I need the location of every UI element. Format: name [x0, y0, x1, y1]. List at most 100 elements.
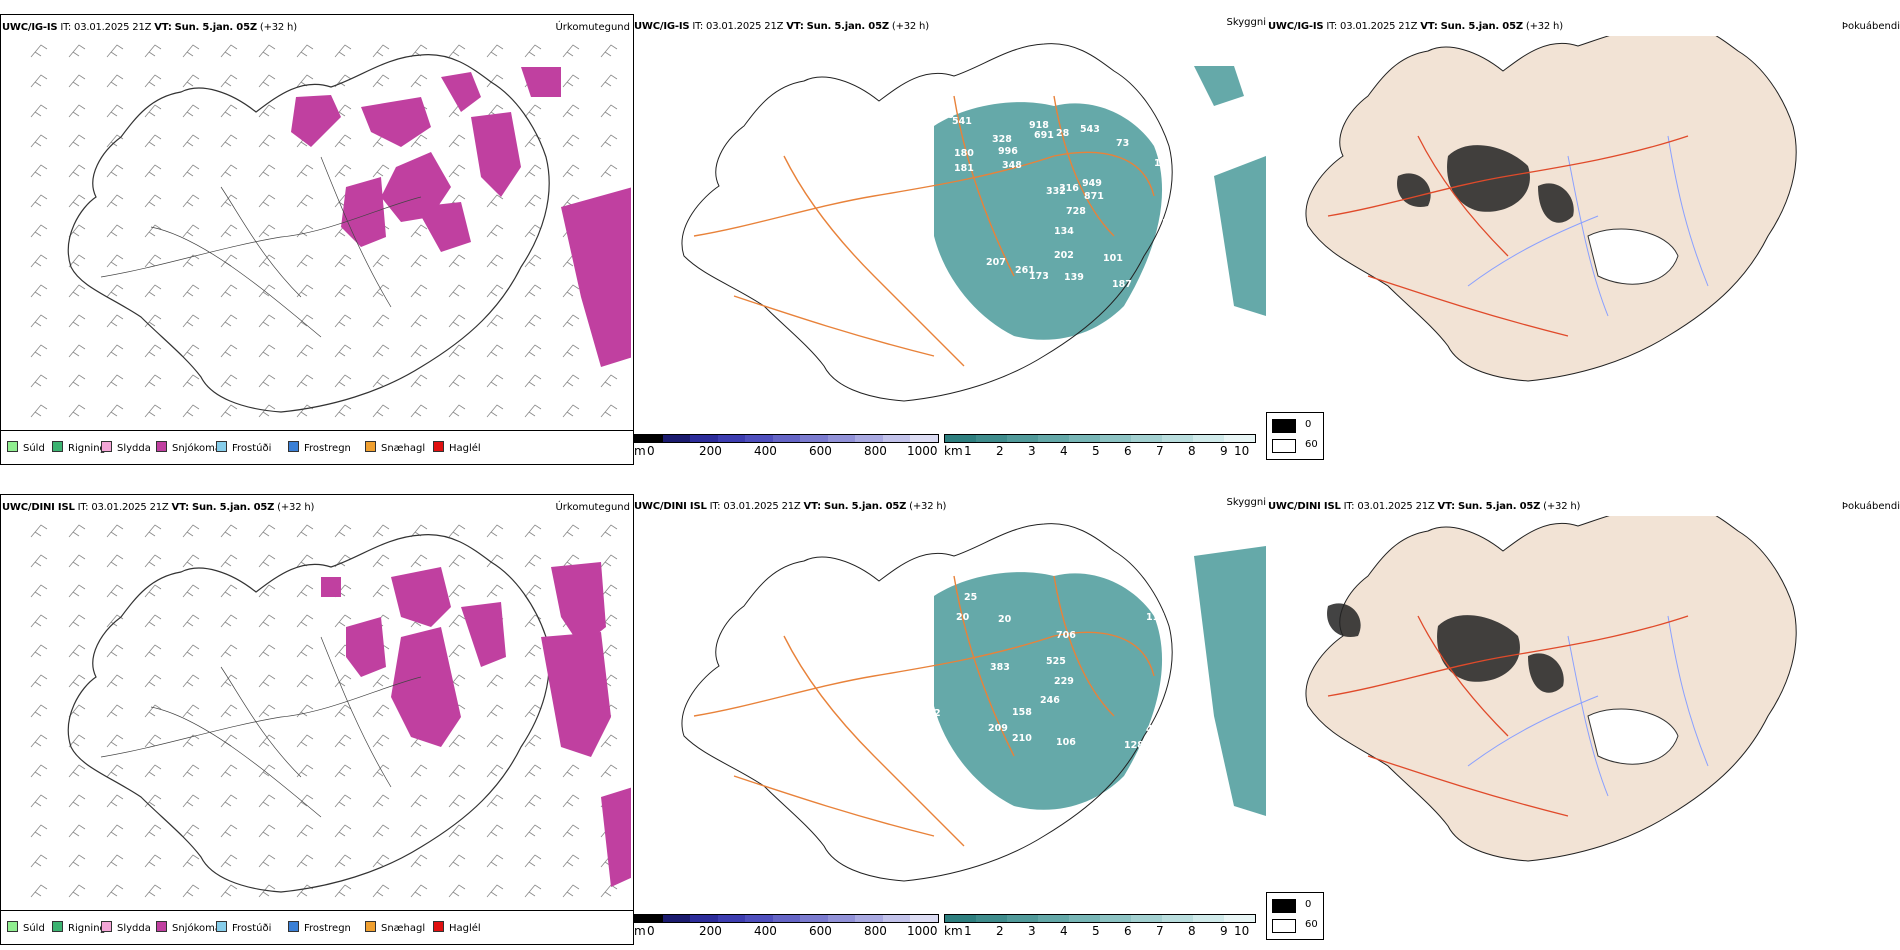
precip-legend-item: Snæhagl	[365, 921, 425, 934]
wind-barb	[524, 164, 542, 178]
visibility-value: 871	[1084, 191, 1104, 202]
vt-value: Sun. 5.jan. 05Z	[174, 22, 257, 33]
wind-barb	[106, 824, 124, 838]
wind-barb	[220, 74, 238, 88]
colorbar-segment	[1193, 435, 1224, 442]
colorbar-segment	[745, 915, 773, 922]
wind-barb	[410, 224, 428, 238]
wind-barb	[106, 764, 124, 778]
colorbar-segment	[1224, 435, 1255, 442]
wind-barb	[182, 674, 200, 688]
wind-barb	[258, 374, 276, 388]
wind-barb	[68, 554, 86, 568]
colorbar-tick: 8	[1188, 924, 1196, 938]
wind-barb	[486, 824, 504, 838]
colorbar-segment	[800, 915, 828, 922]
wind-barb	[182, 824, 200, 838]
fog-legend-swatch	[1272, 419, 1296, 433]
wind-barb	[144, 884, 162, 898]
colorbar-segment	[1038, 435, 1069, 442]
colorbar-segment	[1069, 435, 1100, 442]
wind-barb	[30, 254, 48, 268]
visibility-value: 14	[886, 258, 900, 269]
vt-label: VT:	[786, 21, 804, 32]
wind-barb	[486, 254, 504, 268]
wind-barb	[334, 404, 352, 418]
wind-barb	[600, 164, 618, 178]
visibility-title-2: Skyggni	[1226, 497, 1266, 508]
colorbar-tick: 4	[1060, 444, 1068, 458]
wind-barb	[144, 374, 162, 388]
wind-barb	[524, 644, 542, 658]
wind-barb	[182, 644, 200, 658]
wind-barb	[448, 404, 466, 418]
wind-barb	[296, 254, 314, 268]
visibility-value: 111	[1146, 612, 1166, 623]
colorbar-segment	[882, 915, 911, 922]
wind-barb	[524, 794, 542, 808]
it-value: 03.01.2025 21Z	[1357, 501, 1435, 512]
colorbar-tick: 0	[647, 444, 655, 458]
fog-legend-2: 0 60	[1266, 892, 1324, 940]
visibility-value: 706	[1056, 630, 1076, 641]
legend-swatch	[433, 921, 444, 932]
wind-barb	[486, 734, 504, 748]
wind-barb	[220, 374, 238, 388]
wind-barb	[562, 794, 580, 808]
wind-barb	[106, 344, 124, 358]
it-label: IT:	[60, 22, 72, 33]
legend-swatch	[216, 441, 227, 452]
wind-barb	[30, 134, 48, 148]
precip-legend-item: Frostregn	[288, 921, 351, 934]
wind-barb	[220, 614, 238, 628]
colorbar-tick: 1000	[907, 924, 938, 938]
wind-barb	[524, 404, 542, 418]
colorbar-segment	[690, 435, 718, 442]
wind-barb	[182, 794, 200, 808]
wind-barb	[562, 524, 580, 538]
colorbar-segment	[1007, 915, 1038, 922]
vt-label: VT:	[1420, 21, 1438, 32]
wind-barb	[562, 104, 580, 118]
wind-barb	[448, 644, 466, 658]
vt-value: Sun. 5.jan. 05Z	[806, 21, 889, 32]
colorbar-tick: 10	[1234, 444, 1250, 458]
wind-barb	[106, 194, 124, 208]
row-2: UWC/DINI ISL IT: 03.01.2025 21Z VT: Sun.…	[0, 480, 1900, 950]
wind-barb	[448, 764, 466, 778]
legend-swatch	[101, 441, 112, 452]
legend-swatch	[433, 441, 444, 452]
wind-barb	[182, 614, 200, 628]
wind-barb	[182, 854, 200, 868]
wind-barb	[182, 224, 200, 238]
wind-barb	[410, 134, 428, 148]
wind-barb	[106, 674, 124, 688]
wind-barb	[144, 524, 162, 538]
iceland-outline	[67, 54, 550, 413]
wind-barb	[30, 374, 48, 388]
wind-barb	[68, 314, 86, 328]
wind-barb	[562, 314, 580, 328]
wind-barb	[524, 104, 542, 118]
wind-barb	[220, 674, 238, 688]
fog-title-2: Þokuábendi	[1841, 501, 1900, 512]
wind-barb	[524, 674, 542, 688]
legend-label: Frostúði	[232, 923, 272, 934]
wind-barb	[106, 104, 124, 118]
it-label: IT:	[1326, 21, 1338, 32]
colorbar-tick: 200	[699, 444, 722, 458]
fog-panel-1: UWC/IG-IS IT: 03.01.2025 21Z VT: Sun. 5.…	[1268, 14, 1900, 424]
wind-barb	[144, 314, 162, 328]
visibility-value: 348	[1002, 160, 1022, 171]
wind-barb	[600, 764, 618, 778]
precip-legend-item: Frostregn	[288, 441, 351, 454]
vt-label: VT:	[803, 501, 822, 512]
wind-barb	[448, 314, 466, 328]
wind-barb	[30, 704, 48, 718]
legend-swatch	[52, 921, 63, 932]
wind-barb	[486, 374, 504, 388]
precip-header-2: UWC/DINI ISL IT: 03.01.2025 21Z VT: Sun.…	[2, 502, 314, 513]
wind-barb	[372, 584, 390, 598]
visibility-value: 42	[1146, 724, 1159, 735]
